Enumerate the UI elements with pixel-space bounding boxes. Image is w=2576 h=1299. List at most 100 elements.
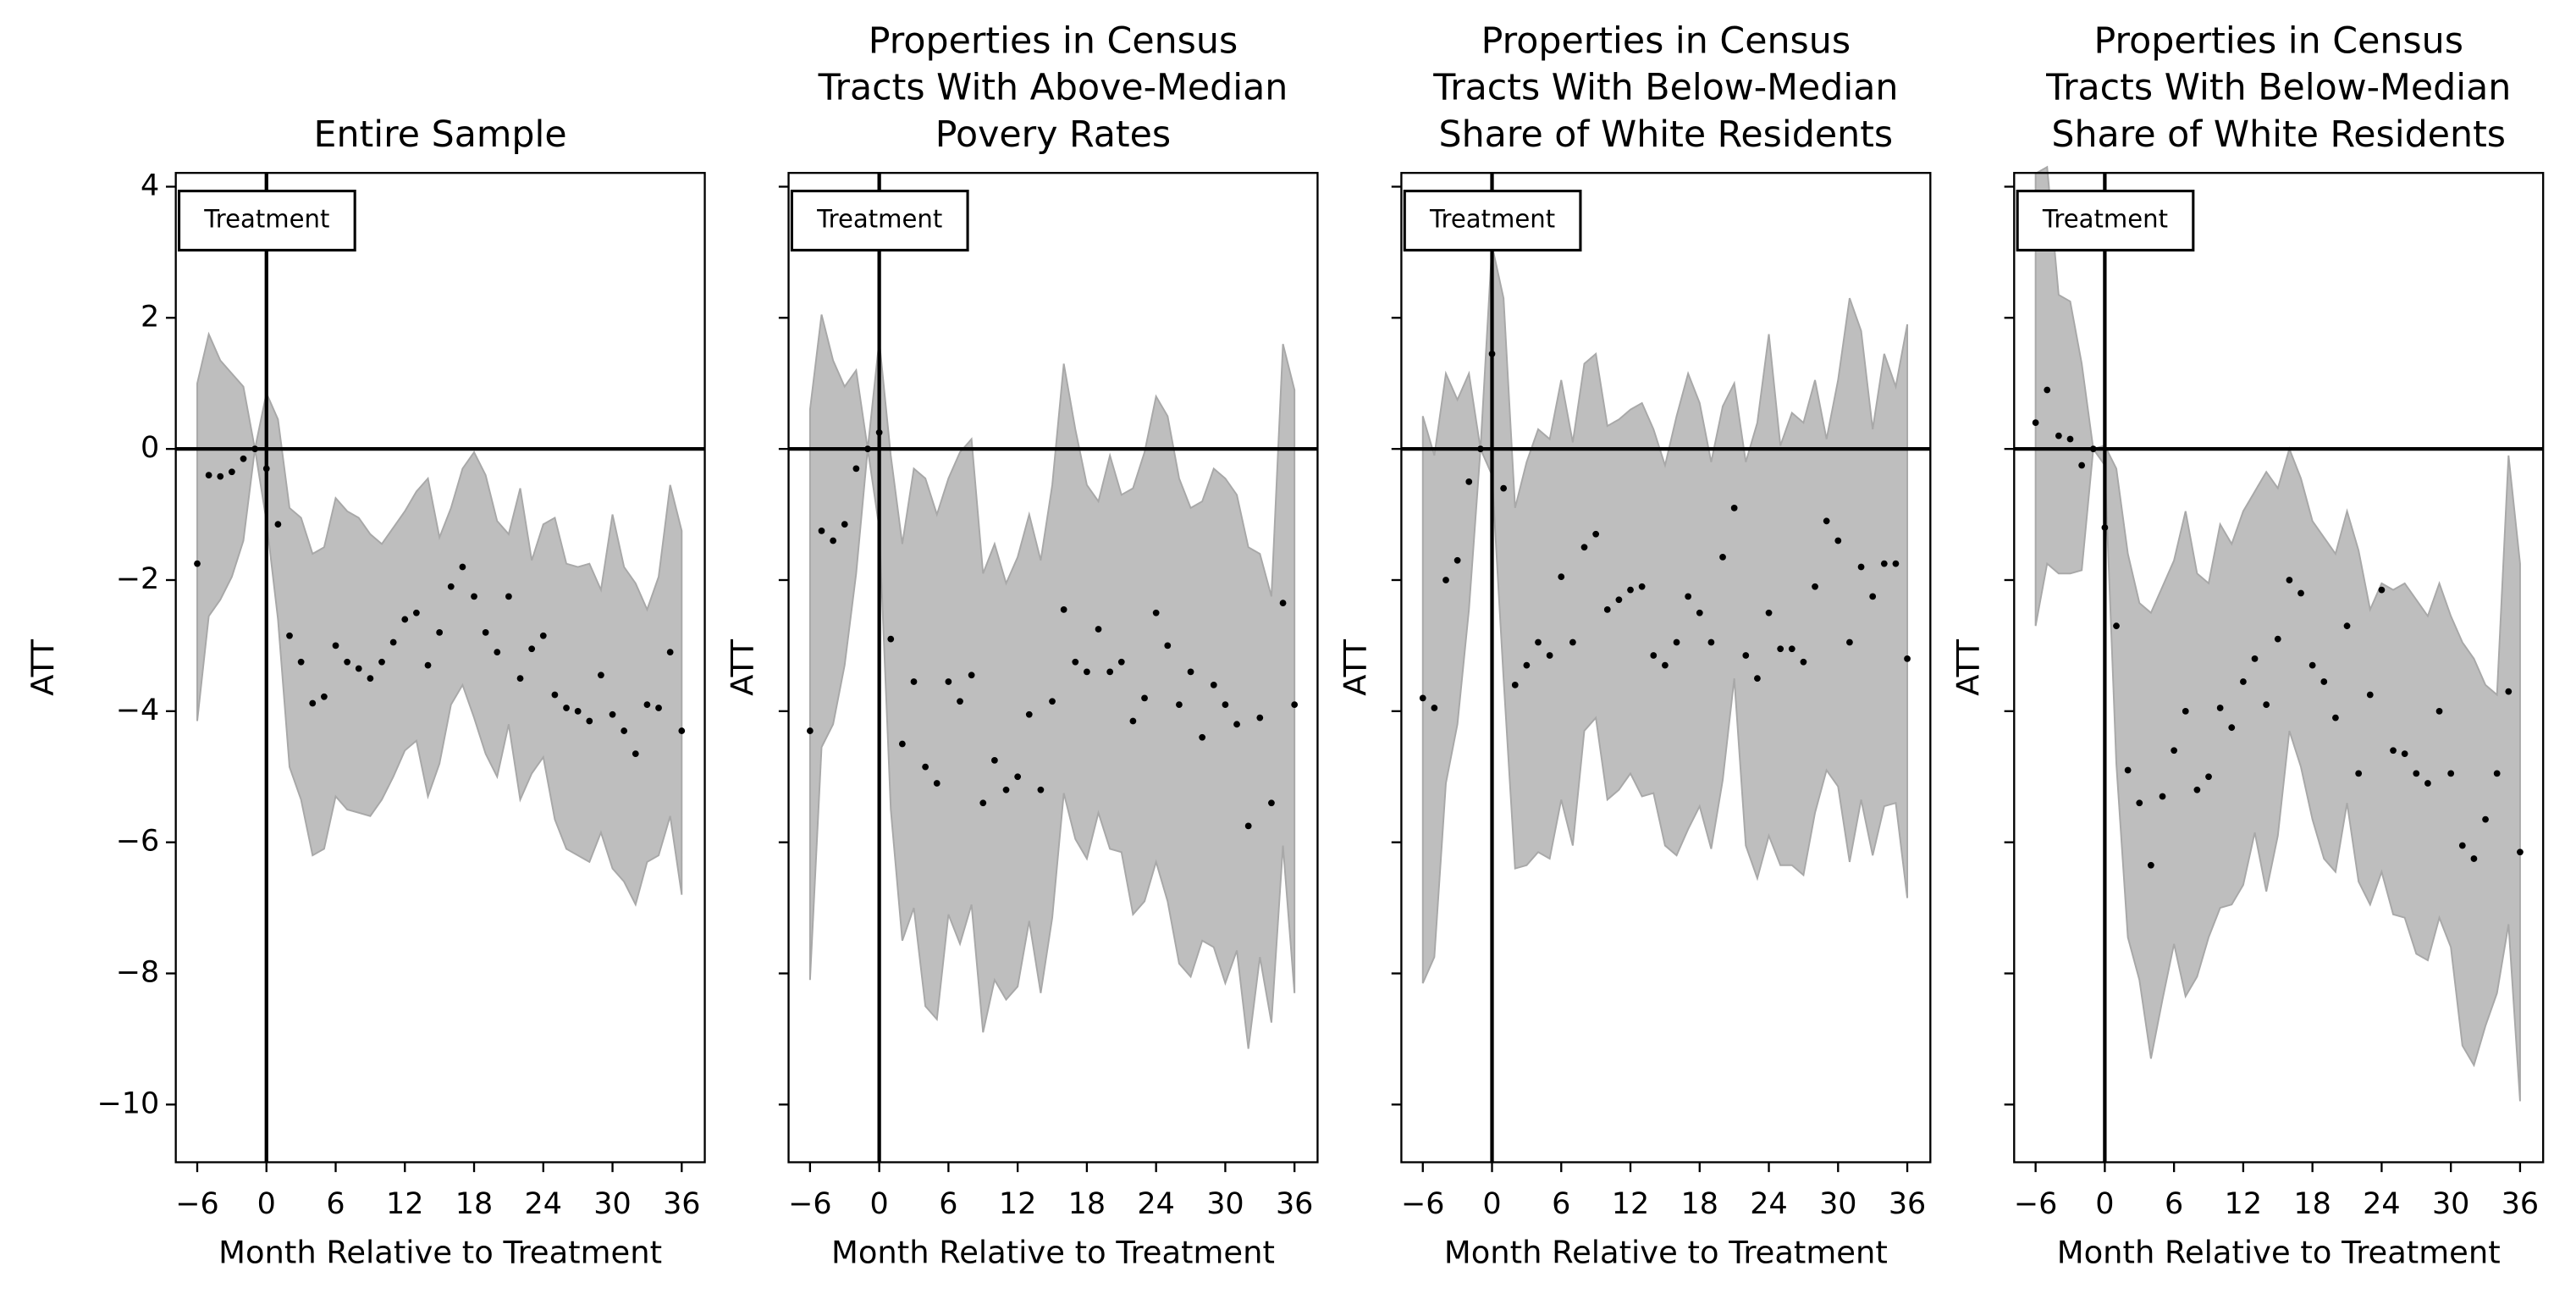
point [1465, 478, 1473, 485]
point [563, 705, 570, 711]
x-tick-label: 12 [2225, 1187, 2262, 1221]
chart-title: Povery Rates [935, 113, 1171, 156]
point [2493, 770, 2501, 777]
point [968, 672, 975, 679]
confidence-band [808, 314, 1296, 1049]
point [632, 750, 639, 758]
point [2320, 678, 2328, 685]
x-tick-label: 6 [2165, 1187, 2183, 1221]
point [1673, 638, 1680, 646]
point [2078, 462, 2086, 469]
point [2251, 655, 2259, 662]
annotation: Treatment [2042, 204, 2168, 233]
point [309, 699, 317, 707]
y-tick-label: −6 [116, 825, 159, 859]
point [1500, 484, 1508, 492]
y-tick-label: 4 [141, 169, 159, 202]
point [1419, 694, 1426, 702]
point [2136, 799, 2143, 807]
point [2263, 701, 2270, 708]
point [1638, 583, 1646, 590]
point [297, 658, 305, 666]
point [2286, 577, 2293, 583]
point [240, 455, 247, 462]
point [321, 693, 328, 700]
point [1650, 652, 1658, 659]
x-tick-label: 36 [1276, 1187, 1313, 1221]
point [1442, 577, 1449, 583]
point [991, 757, 998, 764]
chart-title: Share of White Residents [2051, 113, 2506, 156]
point [1049, 698, 1056, 705]
x-tick-label: 12 [1612, 1187, 1649, 1221]
point [1823, 517, 1830, 525]
point [2182, 707, 2189, 715]
point [852, 465, 860, 473]
annotation: Treatment [1429, 204, 1555, 233]
point [1754, 675, 1761, 683]
x-tick-label: 30 [593, 1187, 631, 1221]
x-tick-label: 30 [2432, 1187, 2469, 1221]
point [1084, 668, 1090, 676]
chart-title: Share of White Residents [1439, 113, 1894, 156]
point [2390, 747, 2397, 755]
point [424, 661, 432, 669]
point [2297, 589, 2304, 597]
point [217, 473, 224, 480]
point [2482, 815, 2489, 823]
point [286, 632, 293, 639]
point [1523, 661, 1531, 669]
x-tick-label: 18 [2293, 1187, 2331, 1221]
point [1152, 609, 1160, 616]
point [1222, 701, 1229, 708]
point [1592, 530, 1600, 538]
point [1615, 596, 1623, 604]
point [2228, 724, 2236, 732]
y-tick-label: 2 [141, 300, 159, 334]
point [922, 763, 929, 771]
point [1511, 681, 1519, 688]
annotation-box [790, 189, 969, 252]
point [471, 593, 477, 600]
point [1546, 652, 1553, 659]
point [194, 560, 201, 567]
point [1060, 605, 1067, 613]
point [228, 468, 235, 476]
point [2171, 747, 2178, 755]
point [1719, 554, 1726, 561]
point [2274, 635, 2281, 643]
point [1291, 701, 1299, 708]
point [666, 649, 674, 656]
point [1279, 600, 1287, 606]
point [355, 665, 362, 672]
point [945, 678, 952, 685]
point [1869, 593, 1877, 600]
point [2193, 786, 2201, 793]
x-tick-label: 30 [1819, 1187, 1856, 1221]
point [1488, 351, 1496, 357]
point [1453, 556, 1461, 564]
x-tick-label: 12 [999, 1187, 1036, 1221]
point [2355, 770, 2363, 777]
x-tick-label: 24 [525, 1187, 562, 1221]
point [2413, 770, 2420, 777]
x-tick-label: 36 [2502, 1187, 2539, 1221]
point [389, 638, 397, 646]
point [1880, 560, 1888, 567]
point [933, 780, 940, 787]
point [1535, 638, 1542, 646]
point [1812, 583, 1818, 590]
x-axis-label: Month Relative to Treatment [1444, 1235, 1888, 1271]
point [2332, 714, 2339, 721]
point [494, 649, 501, 656]
x-tick-label: 0 [1482, 1187, 1501, 1221]
point [539, 632, 547, 639]
point [1002, 786, 1010, 793]
point [1268, 799, 1275, 807]
point [2148, 861, 2154, 869]
point [2240, 678, 2247, 685]
point [2424, 780, 2431, 787]
point [1777, 645, 1784, 653]
